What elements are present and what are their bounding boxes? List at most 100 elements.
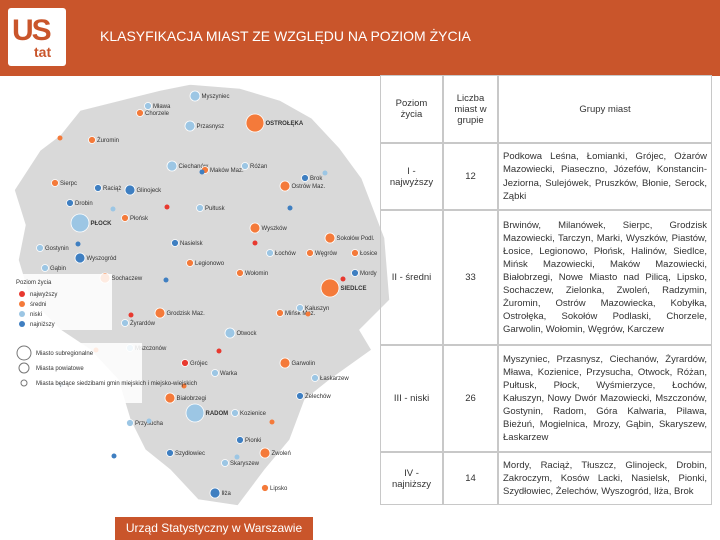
city-label: Łochów (275, 251, 296, 257)
city-marker (211, 369, 219, 377)
city-marker (94, 184, 102, 192)
city-label: Myszyniec (202, 94, 230, 100)
city-marker (166, 449, 174, 457)
city-marker (231, 409, 239, 417)
town-marker (234, 454, 240, 460)
region-shape (13, 83, 391, 507)
logo-sub: tat (34, 44, 52, 60)
city-marker (126, 419, 134, 427)
town-marker (57, 135, 63, 141)
legend-box (12, 343, 142, 403)
table-cell: Mordy, Raciąż, Tłuszcz, Glinojeck, Drobi… (498, 452, 712, 505)
city-marker (245, 113, 265, 133)
city-label: Łosice (360, 251, 378, 257)
city-label: Przysucha (135, 421, 164, 427)
city-marker (164, 392, 176, 404)
city-marker (171, 239, 179, 247)
table-cell: Poziom życia (380, 75, 443, 143)
city-label: Zwoleń (272, 451, 291, 457)
city-label: Gostynin (45, 246, 69, 252)
city-marker (224, 327, 236, 339)
legend-label: średni (30, 302, 46, 308)
city-label: Żelechów (305, 393, 331, 400)
city-marker (320, 278, 340, 298)
header: US tat KLASYFIKACJA MIAST ZE WZGLĘDU NA … (0, 0, 720, 76)
legend-box (12, 274, 112, 330)
city-label: Białobrzegi (177, 396, 207, 402)
town-marker (111, 453, 117, 459)
legend-swatch (19, 311, 25, 317)
city-marker (276, 309, 284, 317)
table-cell: 26 (443, 345, 498, 452)
legend-title: Poziom życia (16, 280, 52, 286)
city-label: Glinojeck (137, 188, 163, 194)
city-label: Mordy (360, 271, 377, 277)
city-label: Chorzele (145, 111, 170, 117)
city-label: Łaskarzew (320, 376, 349, 382)
city-marker (279, 357, 291, 369)
legend-label: najwyższy (30, 292, 57, 298)
city-label: PŁOCK (91, 221, 113, 227)
table-cell: IV - najniższy (380, 452, 443, 505)
town-marker (110, 206, 116, 212)
town-marker (340, 276, 346, 282)
city-marker (296, 304, 304, 312)
city-label: Ciechanów (179, 164, 209, 170)
city-label: Brok (310, 176, 323, 182)
city-marker (306, 249, 314, 257)
town-marker (181, 383, 187, 389)
city-label: Mszczonów (135, 346, 167, 352)
city-marker (36, 244, 44, 252)
city-label: Wyszogród (87, 256, 117, 262)
legend-size (16, 345, 32, 361)
city-label: OSTROŁĘKA (266, 121, 304, 127)
logo: US tat (8, 8, 66, 66)
footer: Urząd Statystyczny w Warszawie (115, 517, 313, 540)
city-marker (154, 307, 166, 319)
table-cell: Myszyniec, Przasnysz, Ciechanów, Żyrardó… (498, 345, 712, 452)
city-marker (51, 179, 59, 187)
city-label: Gąbin (50, 266, 66, 272)
table-cell: 12 (443, 143, 498, 210)
city-label: Skaryszew (230, 461, 260, 467)
city-label: Grójec (190, 361, 208, 367)
legend-size-label: Miasto subregionalne (36, 351, 94, 357)
city-marker (88, 136, 96, 144)
city-label: Warka (220, 371, 238, 377)
city-label: Iłża (222, 491, 232, 497)
city-label: Raciąż (103, 186, 121, 192)
town-marker (269, 419, 275, 425)
city-label: Legionowo (195, 261, 225, 267)
city-marker (209, 487, 221, 499)
city-marker (351, 249, 359, 257)
city-label: Sierpc (60, 181, 77, 187)
table-cell: I - najwyższy (380, 143, 443, 210)
city-marker (259, 447, 271, 459)
city-marker (185, 403, 205, 423)
city-marker (236, 436, 244, 444)
city-label: Węgrów (315, 251, 338, 257)
city-label: Żyrardów (130, 320, 156, 327)
city-label: Mińsk Maz. (285, 311, 316, 317)
city-marker (266, 249, 274, 257)
town-marker (199, 169, 205, 175)
town-marker (252, 240, 258, 246)
city-marker (41, 264, 49, 272)
city-label: Pionki (245, 438, 261, 444)
city-marker (121, 214, 129, 222)
city-marker (121, 319, 129, 327)
city-marker (261, 484, 269, 492)
table-cell: Podkowa Leśna, Łomianki, Grójec, Ożarów … (498, 143, 712, 210)
legend-swatch (19, 321, 25, 327)
city-marker (311, 374, 319, 382)
city-marker (144, 102, 152, 110)
legend-label: niski (30, 312, 42, 318)
city-marker (186, 259, 194, 267)
city-marker (189, 90, 201, 102)
city-label: Wyszków (262, 226, 288, 232)
town-marker (322, 170, 328, 176)
city-marker (324, 232, 336, 244)
city-label: Kałuszyn (305, 306, 329, 312)
